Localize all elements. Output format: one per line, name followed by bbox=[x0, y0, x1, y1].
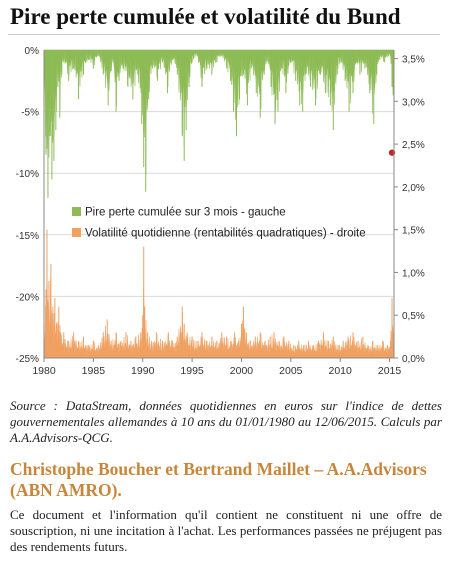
y-right-tick-label: 2,0% bbox=[402, 183, 425, 194]
x-tick-label: 1990 bbox=[131, 365, 155, 377]
y-right-tick-label: 1,0% bbox=[402, 268, 425, 279]
disclaimer: Ce document et l'information qu'il conti… bbox=[10, 507, 442, 554]
title-divider bbox=[8, 34, 440, 35]
plot-layer bbox=[43, 49, 396, 359]
x-tick-label: 2015 bbox=[378, 365, 402, 377]
y-right-tick-label: 3,5% bbox=[402, 55, 425, 66]
x-tick-label: 2000 bbox=[230, 365, 254, 377]
legend-swatch-drawdown bbox=[72, 207, 81, 216]
legend-label-drawdown: Pire perte cumulée sur 3 mois - gauche bbox=[85, 207, 286, 219]
y-right-tick-label: 3,0% bbox=[402, 97, 425, 108]
x-tick-label: 2010 bbox=[329, 365, 353, 377]
y-left-tick-label: 0% bbox=[25, 46, 40, 57]
legend-label-volatility: Volatilité quotidienne (rentabilités qua… bbox=[85, 228, 366, 240]
source-note: Source : DataStream, données quotidienne… bbox=[10, 398, 442, 445]
y-right-tick-label: 1,5% bbox=[402, 226, 425, 237]
series-volatility bbox=[43, 229, 395, 359]
x-tick-label: 2005 bbox=[279, 365, 303, 377]
y-left-tick-label: -5% bbox=[21, 108, 39, 119]
y-left-tick-label: -10% bbox=[16, 169, 39, 180]
chart-title: Pire perte cumulée et volatilité du Bund bbox=[10, 4, 401, 29]
y-right-tick-label: 2,5% bbox=[402, 140, 425, 151]
series-drawdown bbox=[43, 49, 395, 198]
series-area bbox=[43, 49, 395, 175]
y-right-tick-label: 0,0% bbox=[402, 354, 425, 365]
grid-layer bbox=[44, 49, 394, 359]
chart: 0% -5% -10% -15% -20% -25% 3,5% 3,0% 2,5% 2,0% 1,5… bbox=[16, 46, 425, 377]
x-tick-label: 1995 bbox=[180, 365, 204, 377]
legend: Pire perte cumulée sur 3 mois - gauche V… bbox=[72, 207, 366, 240]
series-area bbox=[43, 258, 395, 359]
legend-swatch-volatility bbox=[72, 228, 81, 237]
y-left-tick-label: -25% bbox=[16, 354, 39, 365]
authors-credit: Christophe Boucher et Bertrand Maillet –… bbox=[10, 459, 427, 500]
x-tick-label: 1980 bbox=[32, 365, 56, 377]
y-right-tick-label: 0,5% bbox=[402, 311, 425, 322]
y-left-tick-label: -20% bbox=[16, 292, 39, 303]
axis-layer: 0% -5% -10% -15% -20% -25% 3,5% 3,0% 2,5% 2,0% 1,5… bbox=[16, 46, 425, 377]
x-tick-label: 1985 bbox=[82, 365, 106, 377]
y-left-tick-label: -15% bbox=[16, 231, 39, 242]
